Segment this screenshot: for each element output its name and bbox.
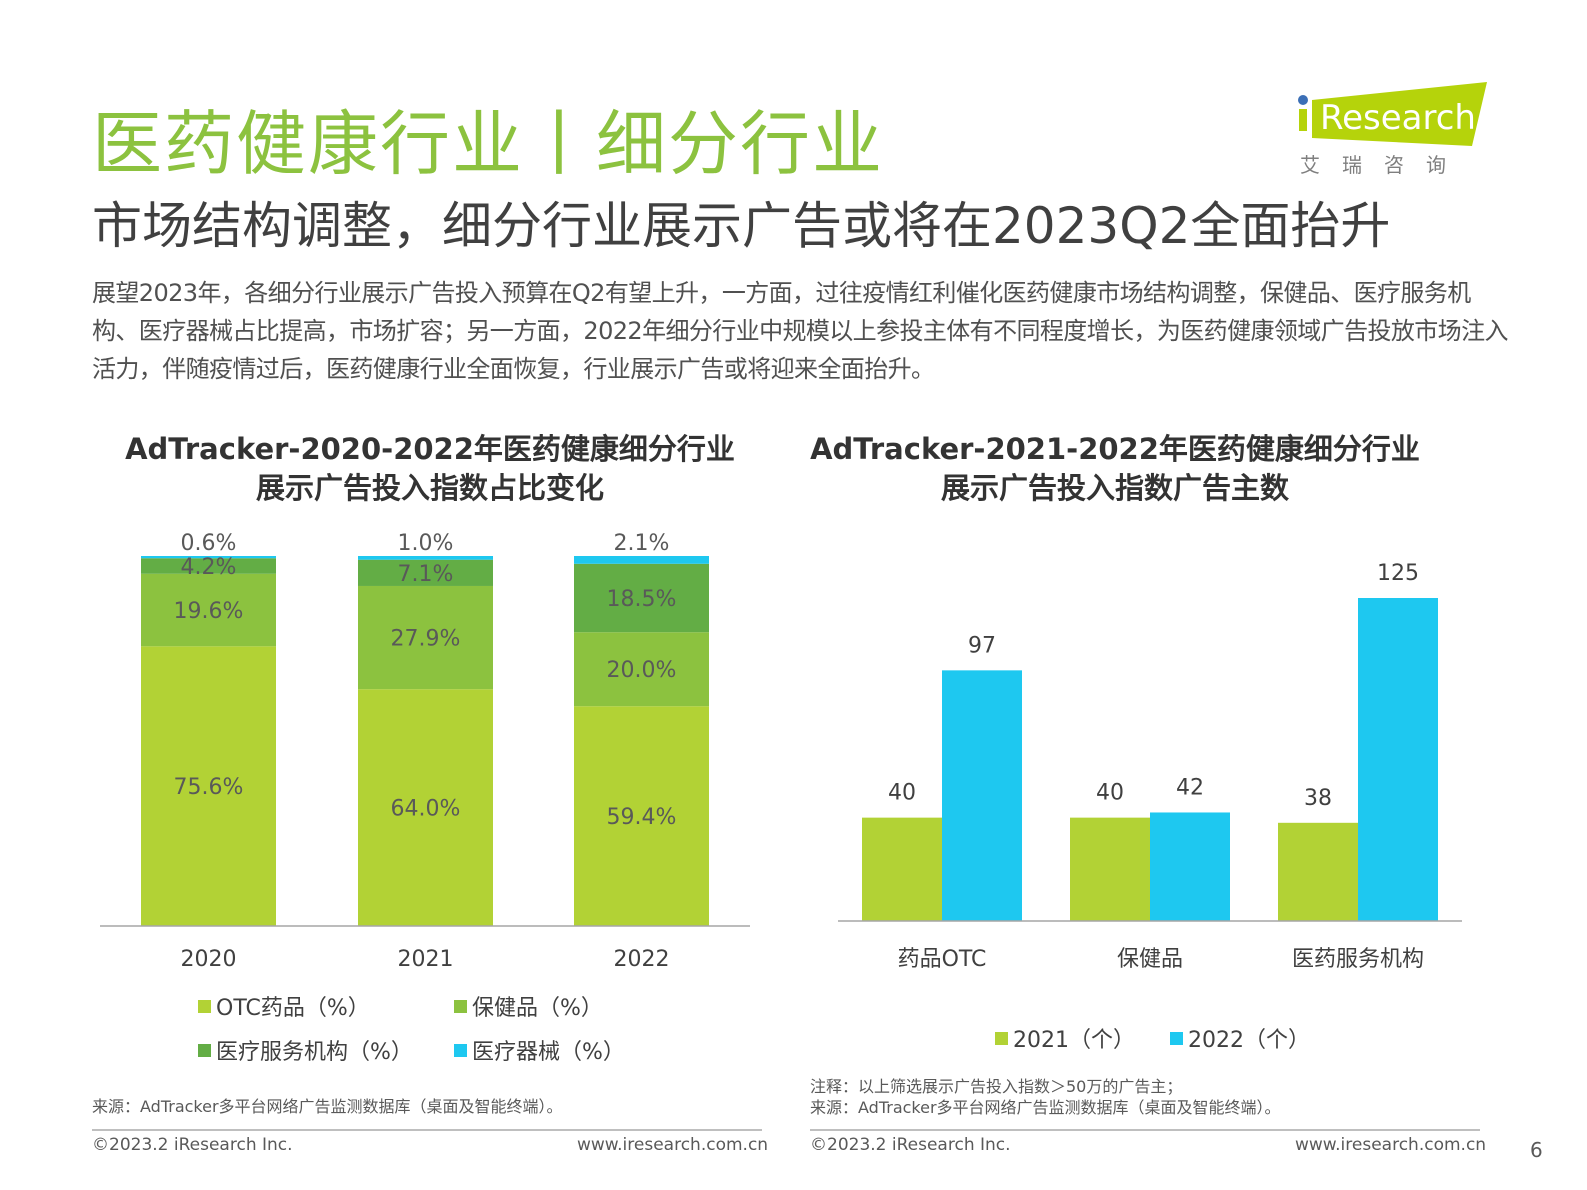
bar <box>862 817 942 921</box>
bar-segment <box>574 706 709 926</box>
chart2-title-line: 展示广告投入指数广告主数 <box>940 471 1289 505</box>
bar-segment <box>574 563 709 633</box>
data-label: 4.2% <box>181 555 237 580</box>
legend-item-2021: 2021（个） <box>995 1022 1135 1054</box>
x-tick-label: 保健品 <box>1117 947 1183 972</box>
grouped-bar-chart: 40 97 药品OTC 40 42 保健品 38 125 医药服务机构 <box>838 561 1462 972</box>
bar-segment <box>358 559 493 586</box>
x-tick-label: 医药服务机构 <box>1292 947 1424 972</box>
footer-copyright: ©2023.2 iResearch Inc. <box>92 1135 293 1155</box>
data-label: 97 <box>968 633 996 658</box>
data-label: 75.6% <box>174 775 244 800</box>
bar-segment <box>141 558 276 574</box>
x-tick-label: 2021 <box>398 947 454 972</box>
legend-swatch <box>995 1031 1008 1045</box>
legend-label: 2021（个） <box>1013 1028 1135 1053</box>
svg-text:Research: Research <box>1320 98 1476 138</box>
data-label: 0.6% <box>181 531 237 556</box>
source-note-right: 来源：AdTracker多平台网络广告监测数据库（桌面及智能终端）。 <box>810 1098 1281 1117</box>
data-label: 64.0% <box>391 797 461 822</box>
data-label: 59.4% <box>607 805 677 830</box>
iresearch-logo: Research 艾瑞咨询 <box>1292 80 1492 180</box>
bar <box>1150 812 1230 921</box>
x-tick-label: 药品OTC <box>898 947 987 972</box>
chart1-title-line: AdTracker-2020-2022年医药健康细分行业 <box>125 432 735 466</box>
svg-text:艾瑞咨询: 艾瑞咨询 <box>1300 153 1468 177</box>
data-label: 2.1% <box>614 531 670 556</box>
chart1-title: AdTracker-2020-2022年医药健康细分行业 展示广告投入指数占比变… <box>80 430 780 508</box>
data-label: 7.1% <box>398 562 454 587</box>
note-right: 注释：以上筛选展示广告投入指数＞50万的广告主； <box>810 1077 1183 1096</box>
data-label: 40 <box>888 781 916 806</box>
legend-item-health: 保健品（%） <box>454 990 603 1022</box>
legend-item-medical-service: 医疗服务机构（%） <box>198 1034 413 1066</box>
legend-item-otc: OTC药品（%） <box>198 990 370 1022</box>
bar-segment <box>574 556 709 564</box>
legend-item-2022: 2022（个） <box>1170 1022 1310 1054</box>
bar <box>942 670 1022 921</box>
legend-label: OTC药品（%） <box>216 996 370 1021</box>
data-label: 38 <box>1304 786 1332 811</box>
footer-url[interactable]: www.iresearch.com.cn <box>1295 1135 1487 1155</box>
source-note-left: 来源：AdTracker多平台网络广告监测数据库（桌面及智能终端）。 <box>92 1097 563 1116</box>
bar-segment <box>358 689 493 926</box>
chart1-title-line: 展示广告投入指数占比变化 <box>255 471 604 505</box>
bar-segment <box>358 556 493 560</box>
legend-swatch <box>454 1043 467 1057</box>
footer-divider <box>92 1129 762 1131</box>
page-number: 6 <box>1530 1138 1543 1162</box>
data-label: 125 <box>1377 561 1419 586</box>
x-tick-label: 2022 <box>614 947 670 972</box>
page-title: 医药健康行业丨细分行业 <box>92 103 884 185</box>
legend-swatch <box>454 999 467 1013</box>
bar <box>1358 598 1438 921</box>
intro-paragraph: 展望2023年，各细分行业展示广告投入预算在Q2有望上升，一方面，过往疫情红利催… <box>92 279 1508 383</box>
bar-segment <box>358 585 493 690</box>
footer-divider <box>810 1129 1480 1131</box>
chart2-title: AdTracker-2021-2022年医药健康细分行业 展示广告投入指数广告主… <box>770 430 1460 508</box>
legend-item-device: 医疗器械（%） <box>454 1034 625 1066</box>
x-tick-label: 2020 <box>181 947 237 972</box>
legend-swatch <box>198 999 211 1013</box>
stacked-bar-chart: 75.6% 19.6% 4.2%0.6% 2020 64.0% 27.9% 7.1% 1.0%… <box>100 531 750 972</box>
data-label: 40 <box>1096 781 1124 806</box>
bar-segment <box>141 646 276 926</box>
legend-swatch <box>198 1043 211 1057</box>
page-subtitle: 市场结构调整，细分行业展示广告或将在2023Q2全面抬升 <box>92 197 1391 255</box>
legend-label: 医疗服务机构（%） <box>216 1040 413 1065</box>
legend-label: 医疗器械（%） <box>472 1040 625 1065</box>
bar-segment <box>141 556 276 559</box>
footer-copyright: ©2023.2 iResearch Inc. <box>810 1135 1011 1155</box>
footer-url[interactable]: www.iresearch.com.cn <box>577 1135 769 1155</box>
chart2-title-line: AdTracker-2021-2022年医药健康细分行业 <box>810 432 1420 466</box>
data-label: 1.0% <box>398 531 454 556</box>
data-label: 19.6% <box>174 599 244 624</box>
data-label: 27.9% <box>391 627 461 652</box>
legend-label: 2022（个） <box>1188 1028 1310 1053</box>
bar-segment <box>574 632 709 707</box>
bar <box>1070 817 1150 921</box>
legend-label: 保健品（%） <box>472 996 603 1021</box>
data-label: 18.5% <box>607 587 677 612</box>
bar <box>1278 822 1358 921</box>
legend-swatch <box>1170 1031 1183 1045</box>
bar-segment <box>141 573 276 647</box>
data-label: 42 <box>1176 775 1204 800</box>
data-label: 20.0% <box>607 658 677 683</box>
